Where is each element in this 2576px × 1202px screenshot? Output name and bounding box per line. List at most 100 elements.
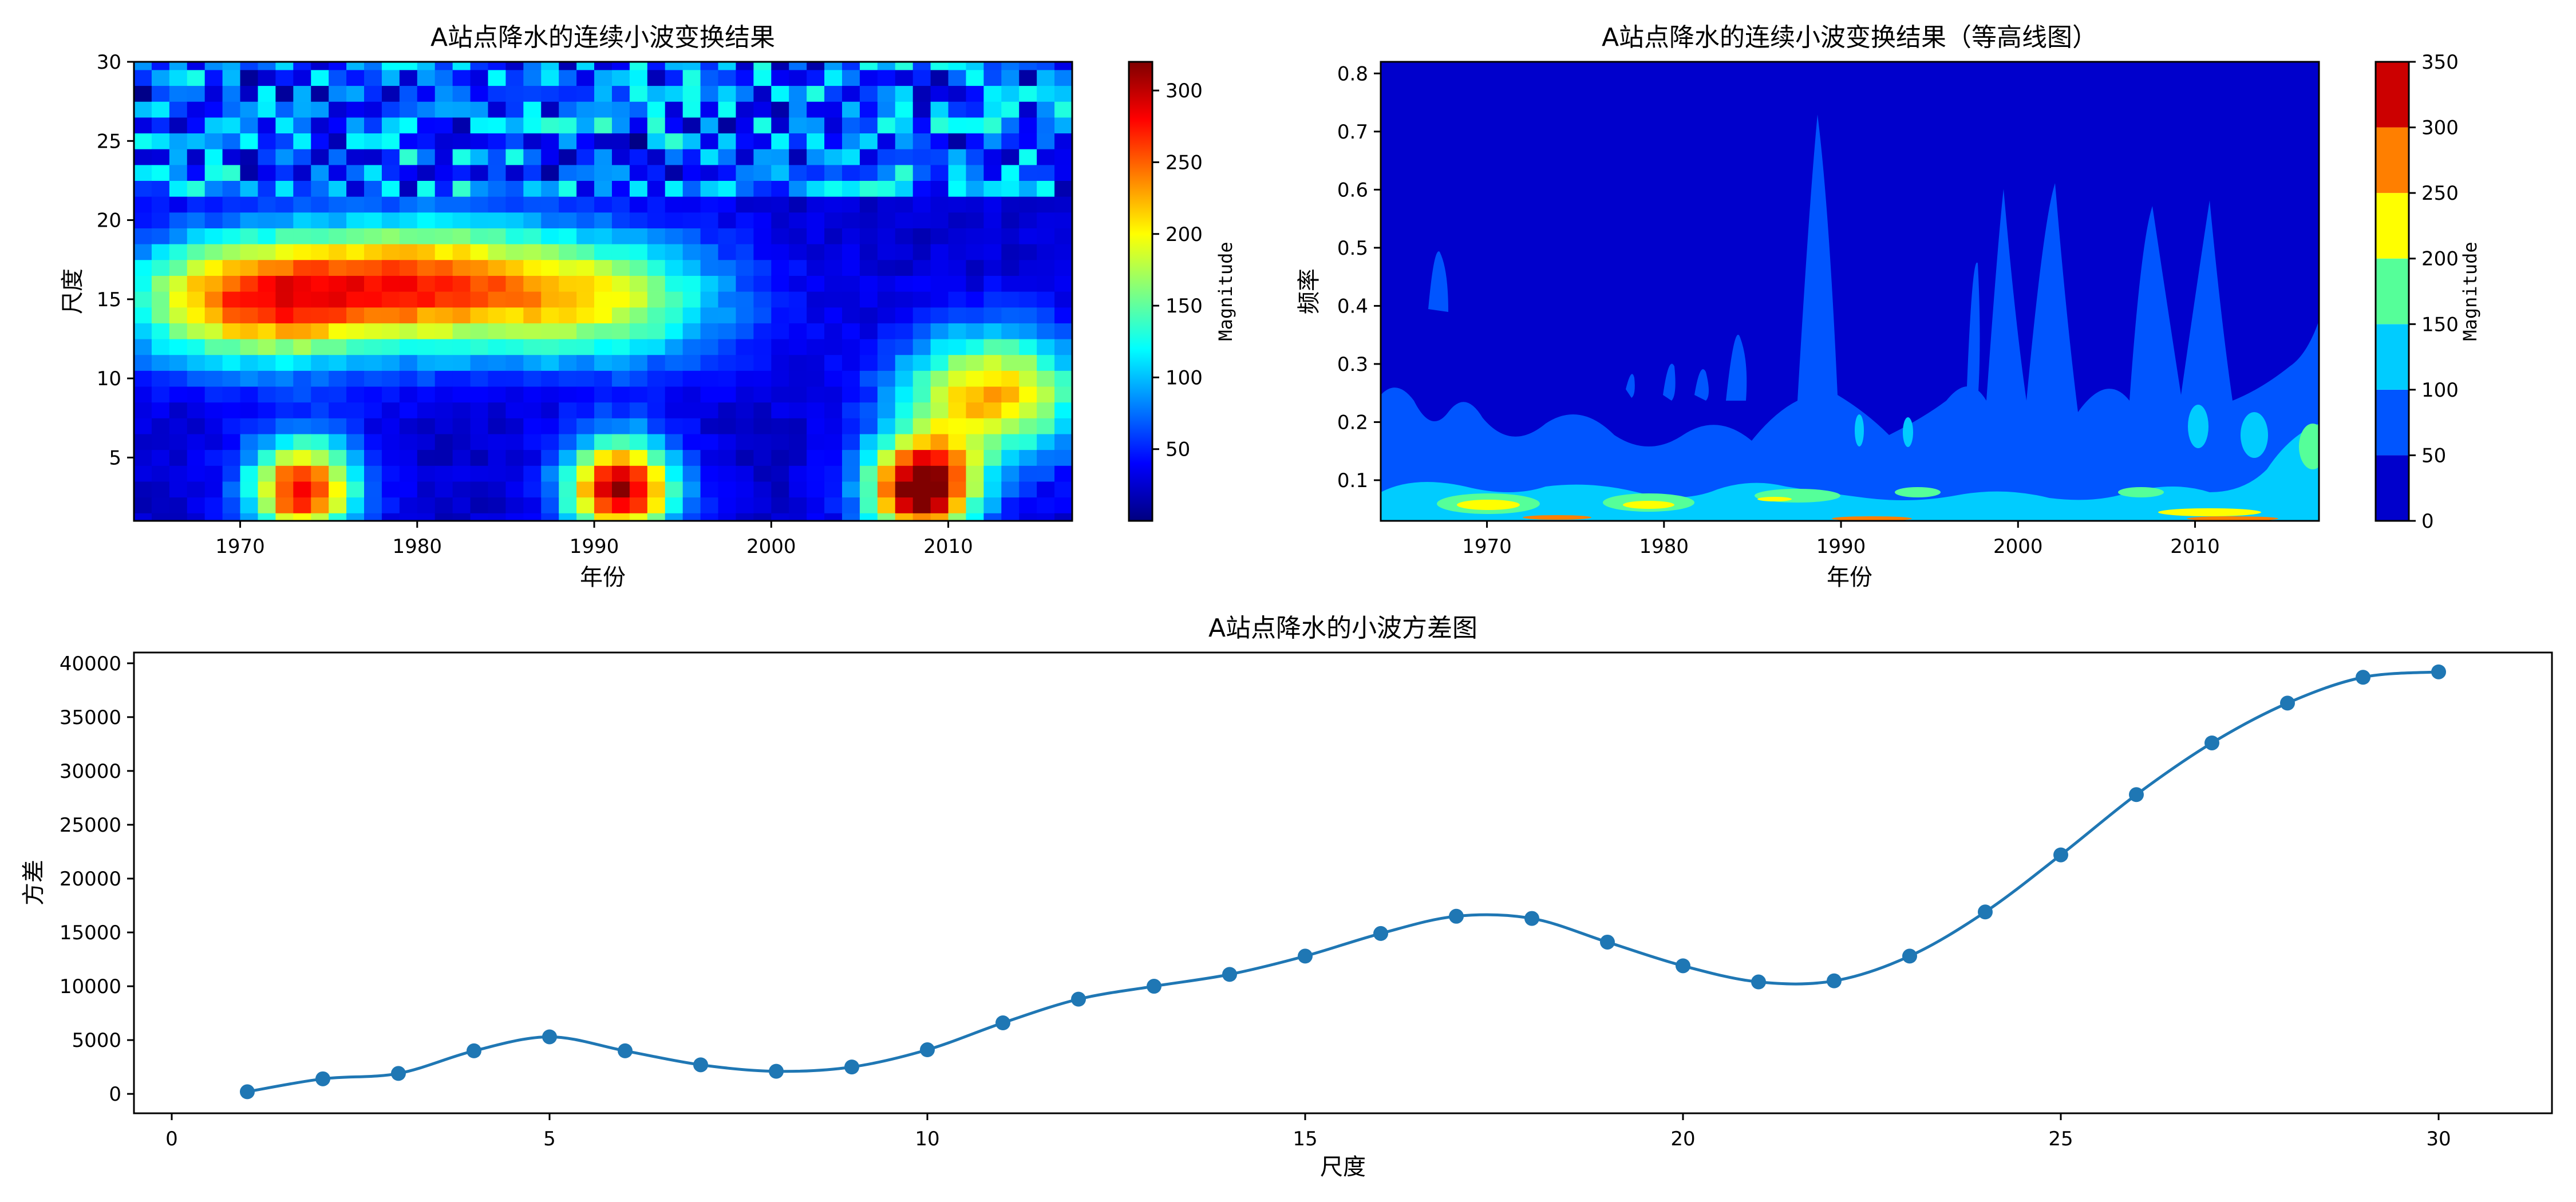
heatmap-cell: [169, 481, 188, 498]
heatmap-cell: [824, 101, 843, 118]
heatmap-cell: [718, 62, 737, 70]
heatmap-cell: [364, 228, 382, 244]
heatmap-cell: [541, 228, 559, 244]
y-tick-label: 35000: [60, 706, 121, 729]
heatmap-cell: [187, 180, 206, 197]
heatmap-cell: [541, 465, 559, 482]
heatmap-cell: [169, 291, 188, 308]
heatmap-cell: [948, 386, 967, 403]
heatmap-cell: [629, 370, 648, 387]
heatmap-cell: [912, 354, 931, 371]
heatmap-cell: [576, 196, 595, 213]
heatmap-cell: [807, 164, 825, 181]
heatmap-cell: [665, 402, 683, 418]
heatmap-cell: [364, 307, 382, 323]
heatmap-cell: [258, 69, 276, 86]
heatmap-cell: [399, 275, 418, 292]
heatmap-cell: [134, 275, 152, 292]
heatmap-cell: [381, 354, 400, 371]
heatmap-cell: [275, 449, 294, 466]
heatmap-cell: [807, 386, 825, 403]
heatmap-cell: [293, 85, 311, 102]
heatmap-cell: [169, 275, 188, 292]
heatmap-cell: [807, 497, 825, 513]
heatmap-cell: [381, 307, 400, 323]
heatmap-cell: [576, 323, 595, 339]
heatmap-cell: [841, 497, 860, 513]
heatmap-cell: [470, 212, 489, 228]
heatmap-cell: [434, 212, 453, 228]
heatmap-cell: [895, 85, 914, 102]
contour-y-label: 频率: [1296, 268, 1322, 314]
heatmap-cell: [594, 244, 613, 260]
heatmap-cell: [665, 85, 683, 102]
heatmap-cell: [611, 196, 630, 213]
heatmap-cell: [930, 212, 949, 228]
heatmap-cell: [222, 259, 241, 276]
heatmap-cell: [541, 275, 559, 292]
heatmap-cell: [151, 259, 170, 276]
heatmap-cell: [470, 291, 489, 308]
heatmap-cell: [240, 513, 259, 521]
heatmap-cell: [204, 370, 223, 387]
heatmap-cell: [505, 275, 524, 292]
heatmap-cell: [434, 323, 453, 339]
heatmap-cell: [807, 244, 825, 260]
heatmap-cell: [912, 307, 931, 323]
heatmap-cell: [329, 370, 347, 387]
heatmap-cell: [559, 164, 577, 181]
y-tick-label: 0.5: [1337, 237, 1368, 260]
heatmap-cell: [329, 133, 347, 149]
heatmap-cell: [559, 291, 577, 308]
heatmap-cell: [452, 85, 471, 102]
heatmap-cell: [983, 149, 1002, 165]
heatmap-cell: [718, 133, 737, 149]
heatmap-cell: [187, 323, 206, 339]
heatmap-cell: [771, 228, 789, 244]
heatmap-cell: [983, 212, 1002, 228]
heatmap-cell: [346, 338, 365, 355]
heatmap-cell: [311, 212, 329, 228]
heatmap-cell: [753, 275, 772, 292]
heatmap-cell: [329, 307, 347, 323]
heatmap-cell: [1037, 481, 1055, 498]
heatmap-cell: [364, 164, 382, 181]
heatmap-cell: [559, 133, 577, 149]
heatmap-cell: [417, 433, 436, 450]
heatmap-cell: [771, 386, 789, 403]
heatmap-cell: [505, 291, 524, 308]
heatmap-cell: [169, 338, 188, 355]
heatmap-cell: [169, 244, 188, 260]
heatmap-cell: [1037, 244, 1055, 260]
heatmap-cell: [576, 465, 595, 482]
heatmap-cell: [647, 370, 666, 387]
heatmap-cell: [151, 338, 170, 355]
heatmap-cell: [718, 196, 737, 213]
heatmap-cell: [736, 497, 754, 513]
heatmap-cell: [541, 449, 559, 466]
heatmap-cell: [682, 180, 701, 197]
heatmap-cell: [523, 196, 542, 213]
heatmap-cell: [912, 62, 931, 70]
heatmap-cell: [789, 513, 807, 521]
heatmap-cell: [1037, 117, 1055, 134]
heatmap-cell: [488, 101, 507, 118]
heatmap-cell: [966, 62, 984, 70]
heatmap-cell: [859, 196, 878, 213]
y-tick-label: 40000: [60, 653, 121, 675]
heatmap-cell: [665, 291, 683, 308]
heatmap-cell: [452, 418, 471, 434]
heatmap-cell: [877, 497, 896, 513]
heatmap-cell: [204, 133, 223, 149]
heatmap-cell: [151, 62, 170, 70]
heatmap-cell: [523, 513, 542, 521]
heatmap-cell: [771, 62, 789, 70]
heatmap-cell: [381, 402, 400, 418]
heatmap-cell: [258, 402, 276, 418]
heatmap-cell: [1037, 370, 1055, 387]
heatmap-cell: [151, 323, 170, 339]
heatmap-cell: [541, 117, 559, 134]
heatmap-cell: [930, 497, 949, 513]
heatmap-cell: [399, 402, 418, 418]
heatmap-cell: [966, 85, 984, 102]
